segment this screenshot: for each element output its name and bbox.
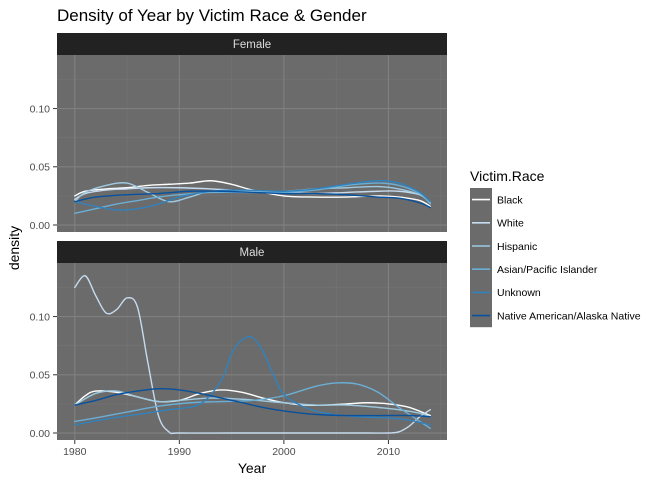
y-tick-label: 0.05 — [30, 162, 51, 174]
y-axis-ticks-male: 0.00 0.05 0.10 — [30, 311, 57, 440]
legend-label-unknown: Unknown — [497, 287, 541, 299]
line-female-black — [74, 180, 431, 208]
line-male-white — [74, 275, 431, 435]
strip-female — [57, 33, 447, 55]
strip-male — [57, 241, 447, 263]
legend-label-asian-pacific-islander: Asian/Pacific Islander — [497, 264, 598, 276]
x-tick-label: 1980 — [63, 446, 87, 458]
legend-label-black: Black — [497, 194, 523, 206]
line-female-native-american-alaska-native — [74, 190, 431, 209]
x-tick-label: 2010 — [377, 446, 401, 458]
gridlines-female — [57, 55, 447, 232]
legend-title: Victim.Race — [470, 168, 545, 184]
y-axis-ticks-female: 0.00 0.05 0.10 — [30, 103, 57, 232]
gridlines-male — [57, 263, 447, 440]
line-male-unknown — [74, 335, 431, 426]
y-tick-label: 0.10 — [30, 311, 51, 323]
y-tick-label: 0.00 — [30, 220, 51, 232]
chart-title: Density of Year by Victim Race & Gender — [57, 6, 367, 25]
strip-label-female: Female — [233, 39, 271, 51]
y-tick-label: 0.10 — [30, 103, 51, 115]
y-tick-label: 0.00 — [30, 428, 51, 440]
strip-label-male: Male — [240, 247, 265, 259]
x-axis-ticks: 1980 1990 2000 2010 — [63, 440, 400, 458]
y-tick-label: 0.05 — [30, 370, 51, 382]
density-lines-male — [74, 275, 431, 435]
y-axis-title: density — [6, 226, 22, 270]
legend-label-white: White — [497, 218, 524, 230]
legend-items: Black White Hispanic Asian/Pacific Islander… — [470, 188, 641, 328]
x-tick-label: 2000 — [272, 446, 296, 458]
density-lines-female — [74, 180, 431, 215]
panel-male: Male 0.00 0.05 0.10 — [30, 241, 447, 440]
line-male-black — [74, 389, 431, 417]
x-tick-label: 1990 — [168, 446, 192, 458]
legend: Victim.Race Black White Hispanic Asian/Paci… — [470, 168, 641, 328]
panel-female: Female 0.00 0.05 0.10 — [30, 33, 447, 232]
line-male-hispanic — [74, 390, 431, 418]
legend-key-background — [470, 188, 492, 328]
legend-label-native-american-alaska-native: Native American/Alaska Native — [497, 310, 641, 322]
legend-label-hispanic: Hispanic — [497, 241, 537, 253]
line-male-native-american-alaska-native — [74, 388, 431, 418]
line-female-unknown — [74, 180, 431, 211]
x-axis-title: Year — [238, 460, 267, 476]
panel-background-male — [57, 263, 447, 440]
line-male-asian-pacific-islander — [74, 382, 431, 430]
